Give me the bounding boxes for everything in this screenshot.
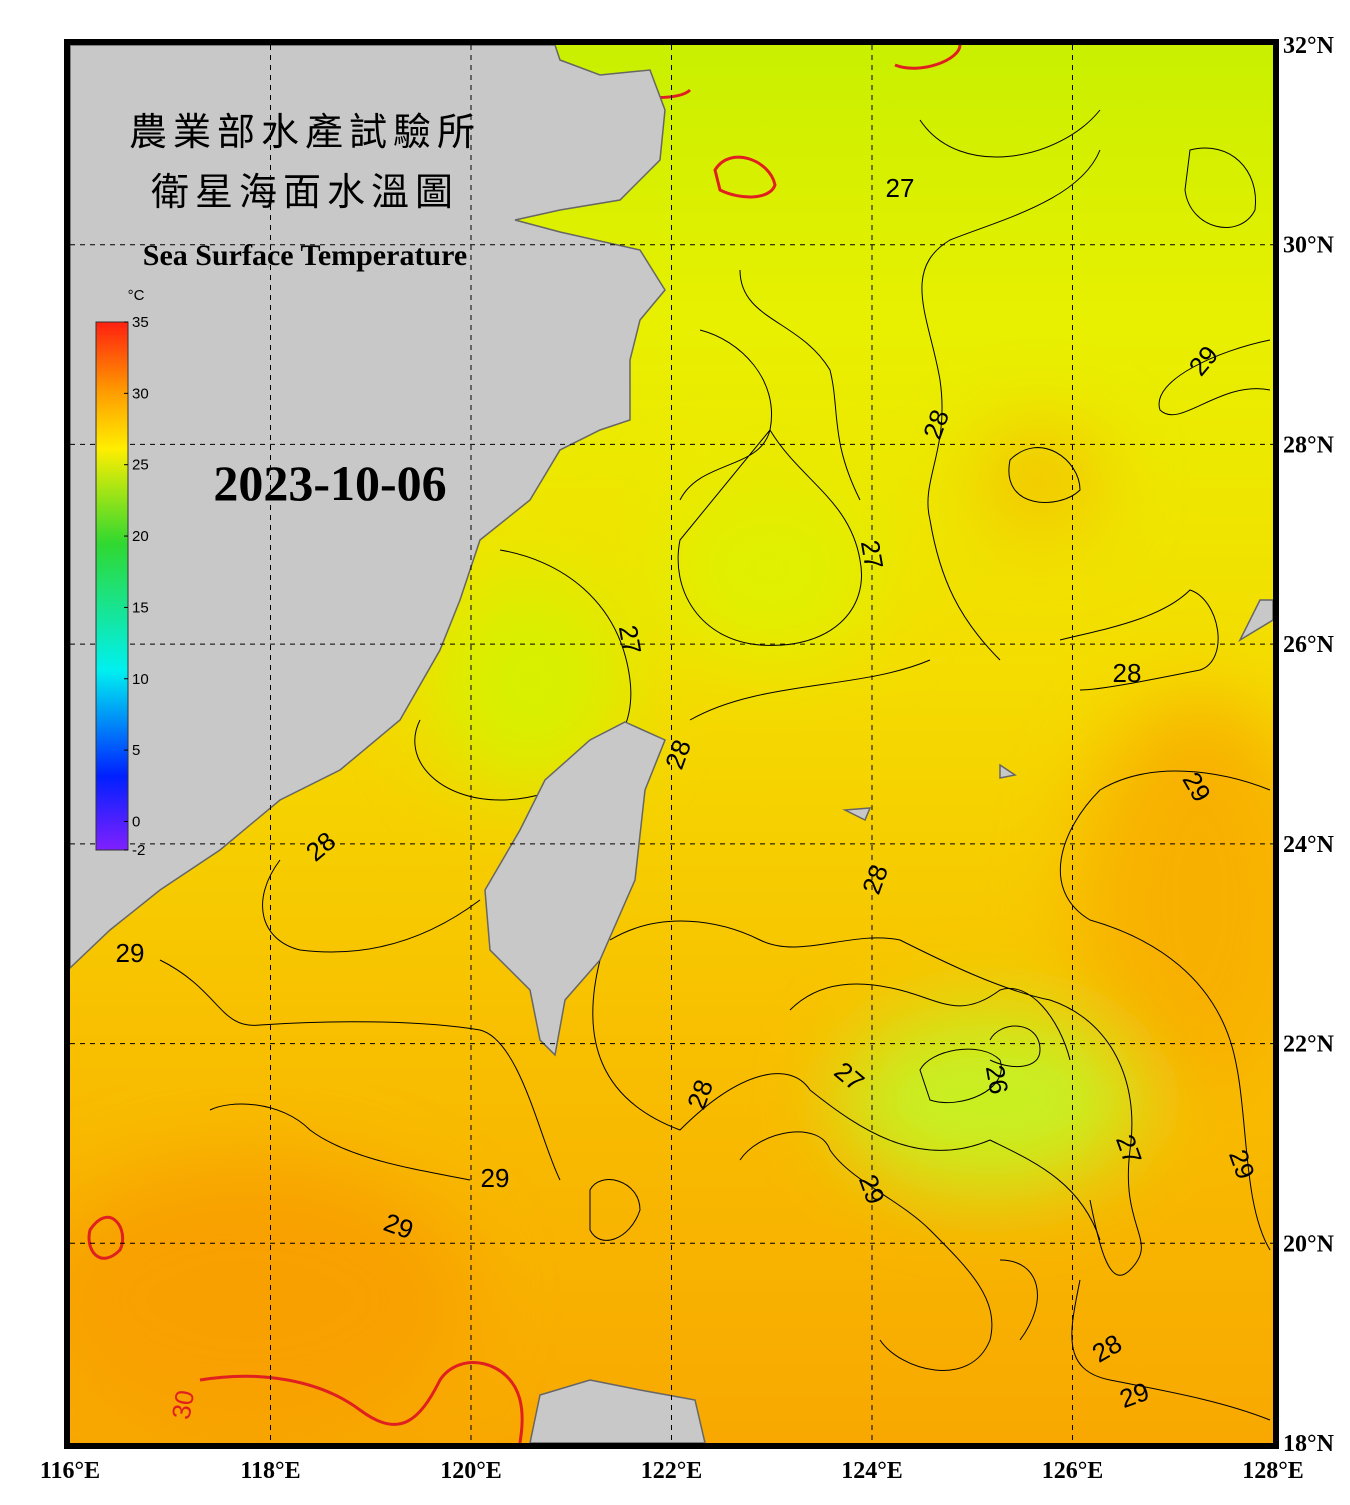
title-en: Sea Surface Temperature — [143, 239, 467, 272]
lat-tick-label: 30°N — [1283, 233, 1335, 259]
subtitle-zh: 衛星海面水溫圖 — [151, 170, 459, 214]
lon-tick-label: 120°E — [440, 1458, 502, 1484]
lat-tick-label: 24°N — [1283, 832, 1335, 858]
graticule — [70, 45, 1273, 1443]
contour-label: 27 — [886, 173, 915, 203]
contour-label: 30 — [166, 1388, 201, 1422]
lon-tick-label: 118°E — [240, 1458, 300, 1484]
colorbar-tick-label: 35 — [132, 314, 149, 331]
lon-tick-label: 122°E — [641, 1458, 703, 1484]
lon-tick-label: 126°E — [1042, 1458, 1104, 1484]
contour-label: 29 — [116, 938, 145, 968]
lat-tick-label: 26°N — [1283, 632, 1335, 658]
colorbar-tick-label: 10 — [132, 671, 149, 688]
lat-tick-label: 32°N — [1283, 33, 1335, 59]
title-zh: 農業部水產試驗所 — [129, 110, 481, 154]
lat-tick-label: 20°N — [1283, 1231, 1335, 1257]
contour-label: 27 — [613, 623, 648, 657]
ryukyu — [842, 599, 1273, 822]
colorbar-tick-label: -2 — [132, 842, 145, 859]
colorbar-tick-label: 15 — [132, 599, 149, 616]
lon-tick-label: 128°E — [1242, 1458, 1304, 1484]
colorbar-tick-label: 20 — [132, 528, 149, 545]
colorbar-tick-label: 5 — [132, 742, 140, 759]
colorbar-tick-label: 25 — [132, 457, 149, 474]
contour-label: 26 — [980, 1063, 1015, 1097]
colorbar-tick-label: 0 — [132, 813, 140, 830]
lat-tick-label: 28°N — [1283, 432, 1335, 458]
date: 2023-10-06 — [213, 455, 446, 511]
luzon — [529, 1379, 706, 1443]
lon-tick-label: 124°E — [841, 1458, 903, 1484]
contour-label: 28 — [1113, 658, 1142, 688]
lat-tick-label: 18°N — [1283, 1431, 1335, 1457]
colorbar — [95, 321, 129, 851]
lon-tick-label: 116°E — [40, 1458, 100, 1484]
taiwan — [484, 721, 666, 1057]
contour-label: 27 — [855, 538, 890, 572]
colorbar-tick-label: 30 — [132, 385, 149, 402]
colorbar-unit: °C — [128, 287, 145, 304]
contour-label: 29 — [481, 1163, 510, 1193]
lat-tick-label: 22°N — [1283, 1032, 1335, 1058]
